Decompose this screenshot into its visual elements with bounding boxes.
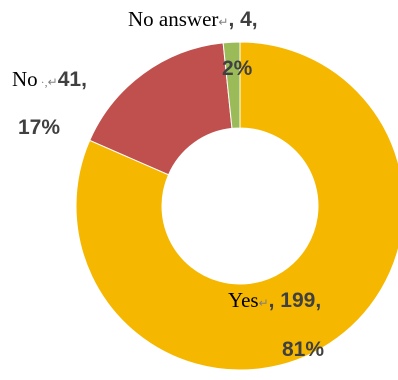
label-yes-category: Yes (228, 288, 259, 312)
label-no-percent: 17% (18, 116, 60, 139)
slice-no-answer (222, 41, 241, 129)
slice-no (89, 42, 233, 176)
label-yes-percent: 81% (282, 338, 324, 361)
slices-group (75, 41, 398, 371)
label-no-answer-mark: ↵ (218, 15, 228, 29)
label-yes-value: , 199, (269, 289, 322, 312)
label-yes-mark: ↵ (259, 296, 269, 310)
label-no-answer-category: No answer (128, 7, 218, 31)
label-no-value: 41, (58, 68, 87, 91)
label-no-mark: ·,↵ (41, 75, 58, 89)
label-no-answer-percent: 2% (222, 57, 253, 80)
slice-yes (75, 41, 398, 371)
label-yes-name: Yes↵, 199, (228, 288, 321, 312)
label-no-answer-name: No answer↵, 4, (128, 7, 258, 31)
label-no-category: No (12, 67, 38, 91)
label-no-answer-value: , 4, (228, 8, 257, 31)
label-no-name: No ·,↵41, (12, 67, 87, 91)
